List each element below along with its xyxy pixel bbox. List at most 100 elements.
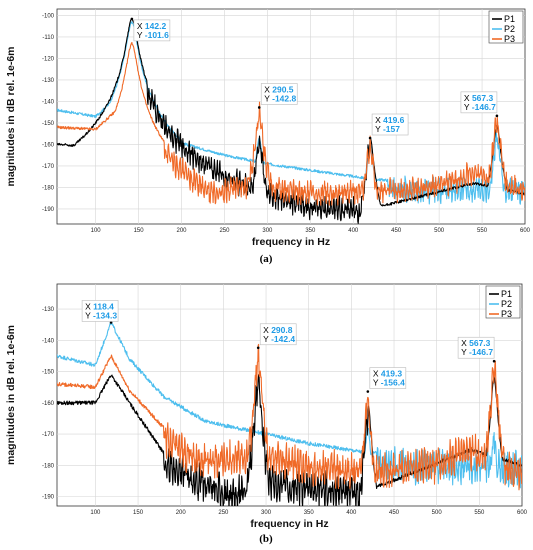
y-tick-label: -180 [42, 463, 55, 469]
datatip-marker [495, 114, 499, 118]
datatip-marker [256, 346, 260, 350]
legend-label-p3: P3 [504, 34, 515, 44]
y-tick-label: -120 [42, 56, 55, 62]
y-tick-label: -190 [42, 207, 55, 213]
x-tick-label: 250 [218, 510, 229, 516]
legend-box [485, 285, 521, 319]
x-tick-label: 250 [219, 228, 230, 234]
x-tick-label: 300 [261, 510, 272, 516]
datatip-box [260, 83, 298, 105]
legend-label-p1: P1 [504, 14, 515, 24]
datatip-y-value: -142.8 [272, 93, 296, 103]
datatip-x-value: 290.8 [271, 325, 293, 335]
y-tick-label: -100 [42, 13, 55, 19]
legend-label-p2: P2 [504, 24, 515, 34]
x-tick-label: 400 [348, 228, 359, 234]
y-tick-label: -160 [42, 142, 55, 148]
chart-panel-b: 100 150 200 250 300 350 400 450 500 550 600 -130 -14… [5, 283, 528, 545]
datatip-marker [130, 17, 134, 21]
x-tick-label: 550 [477, 228, 488, 234]
datatip-x-value: 419.3 [381, 369, 403, 379]
datatip-y-value: -146.7 [469, 347, 493, 357]
y-axis-label: magnitudes in dB rel. 1e-6m [5, 46, 17, 186]
x-tick-label: 350 [304, 510, 315, 516]
series-line-p3 [57, 343, 522, 491]
y-tick-label: -150 [42, 121, 55, 127]
datatip: X 142.2Y -101.6 [130, 17, 171, 42]
x-tick-label: 300 [262, 228, 273, 234]
chart-panel-a: 100 150 200 250 300 350 400 450 500 550 600 -100 -11… [5, 8, 531, 265]
x-tick-label: 600 [520, 228, 531, 234]
x-axis-label: frequency in Hz [250, 518, 328, 530]
datatip-box [460, 91, 498, 114]
datatip-y: Y -142.4 [263, 334, 295, 344]
datatip-x: X 290.5 [264, 84, 294, 94]
datatip-y-value: -156.4 [381, 378, 405, 388]
panel-caption: (b) [259, 533, 273, 545]
datatip-y: Y -101.6 [137, 30, 169, 40]
x-tick-label: 400 [346, 510, 357, 516]
legend-label-p2: P2 [501, 299, 512, 309]
datatip-y: Y -134.3 [85, 310, 117, 320]
x-axis-label: frequency in Hz [252, 236, 330, 248]
datatip-y-value: -146.7 [472, 102, 496, 112]
x-tick-label: 500 [432, 510, 443, 516]
datatip-box [133, 19, 171, 42]
datatip-x: X 290.8 [263, 325, 293, 335]
legend-box [488, 10, 524, 44]
datatip-box [81, 300, 119, 322]
x-tick-label: 450 [389, 510, 400, 516]
datatip-x-value: 118.4 [93, 301, 114, 311]
x-tick-label: 600 [517, 510, 528, 516]
y-tick-label: -150 [42, 370, 55, 376]
datatip-marker [257, 106, 261, 109]
series-line-p3 [57, 41, 525, 206]
datatip-x: X 419.3 [373, 369, 403, 379]
datatip-y-value: -142.4 [271, 334, 295, 344]
datatip-y: Y -146.7 [461, 347, 493, 357]
datatip: X 290.5Y -142.8 [257, 83, 298, 109]
datatip-x-value: 567.3 [472, 93, 494, 103]
y-tick-label: -130 [42, 307, 55, 313]
datatip-x-value: 290.5 [272, 84, 294, 94]
legend-label-p1: P1 [501, 289, 512, 299]
datatip-x-value: 567.3 [469, 338, 491, 348]
y-axis-label: magnitudes in dB rel. 1e-6m [5, 325, 17, 465]
datatip-marker [492, 359, 496, 363]
datatip-box [369, 367, 407, 389]
datatip: X 419.3Y -156.4 [366, 367, 407, 393]
datatip-x: X 567.3 [461, 338, 491, 348]
y-tick-label: -160 [42, 401, 55, 407]
y-tick-label: -130 [42, 78, 55, 84]
datatip-y-value: -101.6 [145, 30, 169, 40]
x-tick-label: 100 [91, 228, 102, 234]
datatip-y: Y -157 [375, 124, 400, 134]
datatip: X 567.3Y -146.7 [457, 336, 496, 363]
datatip-marker [366, 390, 370, 393]
y-tick-label: -190 [42, 495, 55, 501]
x-tick-label: 200 [177, 228, 188, 234]
datatip-marker [368, 136, 372, 140]
x-tick-label: 450 [391, 228, 402, 234]
datatip: X 118.4Y -134.3 [81, 300, 119, 324]
y-tick-label: -180 [42, 185, 55, 191]
datatip-marker [109, 321, 113, 324]
x-tick-label: 350 [305, 228, 316, 234]
datatip-box [457, 336, 495, 359]
datatip-y: Y -156.4 [373, 378, 405, 388]
datatip: X 419.6Y -157 [368, 113, 409, 140]
datatip-box [371, 113, 409, 136]
x-tick-label: 200 [176, 510, 187, 516]
series-group [57, 321, 522, 506]
datatip-y-value: -134.3 [93, 310, 117, 320]
x-tick-label: 150 [134, 228, 145, 234]
y-tick-label: -170 [42, 164, 55, 170]
panel-caption: (a) [260, 253, 273, 265]
datatip-y: Y -146.7 [464, 102, 496, 112]
y-tick-label: -140 [42, 99, 55, 105]
datatip: X 290.8Y -142.4 [256, 323, 297, 350]
datatip: X 567.3Y -146.7 [460, 91, 499, 118]
y-tick-label: -110 [42, 35, 54, 41]
